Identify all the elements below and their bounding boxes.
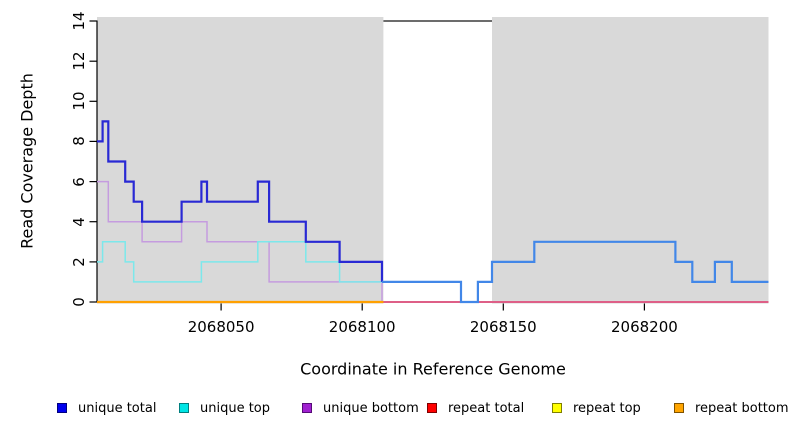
legend-item: repeat bottom — [674, 398, 789, 418]
y-tick-label: 8 — [70, 136, 88, 147]
legend-label: repeat total — [448, 400, 525, 416]
y-tick-label: 14 — [70, 11, 88, 31]
x-tick-label: 2068100 — [328, 318, 396, 336]
y-tick-label: 2 — [70, 257, 88, 267]
legend-item: repeat top — [552, 398, 641, 418]
y-tick-label: 12 — [70, 51, 88, 71]
legend-item: unique bottom — [302, 398, 419, 418]
legend-label: unique total — [78, 400, 157, 416]
legend-item: repeat total — [427, 398, 524, 418]
y-tick-label: 4 — [70, 216, 88, 227]
legend-swatch-repeat-total — [427, 403, 437, 413]
x-tick-label: 2068200 — [610, 318, 678, 336]
legend-swatch-unique-top — [179, 403, 189, 413]
legend-label: unique bottom — [323, 400, 419, 416]
legend-label: repeat top — [573, 400, 641, 416]
series-line-unique-total-overlap — [382, 240, 769, 304]
legend-swatch-repeat-top — [552, 403, 562, 413]
x-tick-label: 2068150 — [469, 318, 537, 336]
legend-item: unique top — [179, 398, 270, 418]
y-axis-title: Read Coverage Depth — [17, 73, 37, 249]
legend-swatch-unique-bottom — [302, 403, 312, 413]
x-axis-title: Coordinate in Reference Genome — [300, 359, 566, 379]
legend-item: unique total — [57, 398, 156, 418]
legend-swatch-unique-total — [57, 403, 67, 413]
y-tick-label: 6 — [70, 176, 88, 187]
x-tick-label: 2068050 — [187, 318, 255, 336]
y-tick-label: 0 — [70, 297, 88, 307]
legend: unique total unique top unique bottom repea… — [0, 398, 792, 420]
y-tick-label: 10 — [70, 91, 88, 111]
legend-label: repeat bottom — [695, 400, 789, 416]
series-line-unique-total — [97, 120, 384, 282]
legend-swatch-repeat-bottom — [674, 403, 684, 413]
plot-panel-right — [492, 17, 769, 304]
legend-label: unique top — [200, 400, 271, 416]
plot-panel-left — [97, 17, 384, 304]
